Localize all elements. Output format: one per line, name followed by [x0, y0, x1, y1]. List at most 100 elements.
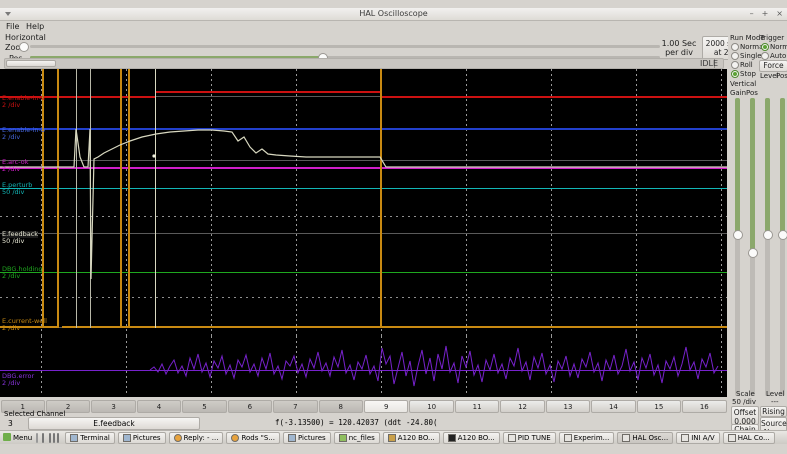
trigger-pos-slider-knob[interactable] — [778, 230, 787, 240]
window-icon — [339, 434, 347, 442]
scope-display-error[interactable]: DBG.error 2 /div — [0, 336, 727, 396]
vertical-gain-label: Gain — [730, 89, 746, 97]
terminal-icon[interactable] — [42, 433, 44, 443]
trigger-pos-slider-fill — [780, 98, 785, 234]
trace-scale-arc-ok: 2 /div — [2, 166, 20, 173]
horizontal-scrollbar[interactable] — [4, 58, 724, 69]
channel-button-bar: 1 2 3 4 5 6 7 8 9 10 11 12 13 14 15 16 — [0, 400, 727, 413]
run-mode-radio-roll[interactable] — [731, 61, 739, 69]
channel-button-6[interactable]: 6 — [228, 400, 272, 413]
horizontal-section-label: Horizontal — [5, 33, 46, 42]
scale-label: Scale — [736, 390, 755, 398]
vertical-pos-label: Pos — [746, 89, 758, 97]
taskbar-window-halosc[interactable]: HAL Osc... — [617, 432, 673, 444]
trigger-radio-auto[interactable] — [761, 52, 769, 60]
force-trigger-button[interactable]: Force — [759, 60, 787, 72]
channel-button-16[interactable]: 16 — [682, 400, 726, 413]
channel-button-9[interactable]: 9 — [364, 400, 408, 413]
channel-button-8[interactable]: 8 — [319, 400, 363, 413]
menu-item-help[interactable]: Help — [26, 22, 44, 31]
taskbar-window-reply[interactable]: Reply: - ... — [169, 432, 224, 444]
channel-button-11[interactable]: 11 — [455, 400, 499, 413]
selected-channel-button[interactable]: E.feedback — [28, 417, 200, 430]
title-bar: HAL Oscilloscope – + × — [0, 8, 787, 21]
trigger-label-normal[interactable]: Normal — [770, 43, 787, 51]
trigger-edge-button[interactable]: Rising — [760, 406, 787, 417]
taskbar-window-experim[interactable]: Experim... — [559, 432, 615, 444]
run-mode-radio-stop[interactable] — [731, 70, 739, 78]
desktop-taskbar: Menu Terminal Pictures Reply: - ... Rods… — [0, 430, 787, 444]
maximize-icon[interactable]: + — [762, 10, 769, 18]
window-icon — [288, 434, 296, 442]
channel-button-4[interactable]: 4 — [137, 400, 181, 413]
close-icon[interactable]: × — [776, 10, 783, 18]
taskbar-window-rods[interactable]: Rods "S... — [226, 432, 280, 444]
menu-launcher-label[interactable]: Menu — [13, 434, 32, 442]
taskbar-window-halco[interactable]: HAL Co... — [723, 432, 775, 444]
taskbar-window-a120-2[interactable]: A120 BO... — [443, 432, 500, 444]
sec-per-div-value: 1.00 Sec — [658, 39, 700, 48]
window-icon — [564, 434, 572, 442]
menu-launcher-icon[interactable] — [3, 433, 11, 443]
window-icon — [448, 434, 456, 442]
taskbar-window-iniav[interactable]: INI A/V — [676, 432, 720, 444]
trace-scale-error: 2 /div — [2, 380, 20, 387]
menu-item-file[interactable]: File — [6, 22, 19, 31]
files-icon[interactable] — [49, 433, 51, 443]
per-div-label: per div — [658, 48, 700, 57]
scrollbar-thumb[interactable] — [6, 60, 56, 67]
vertical-gain-slider-knob[interactable] — [733, 230, 743, 240]
taskbar-window-pidtune[interactable]: PID TUNE — [503, 432, 556, 444]
window-icon — [728, 434, 736, 442]
run-mode-label-single[interactable]: Single — [740, 52, 762, 60]
window-icon — [231, 434, 239, 442]
run-mode-label-stop[interactable]: Stop — [740, 70, 756, 78]
channel-button-13[interactable]: 13 — [546, 400, 590, 413]
offset-button[interactable]: Offset 0.000 — [731, 406, 759, 425]
channel-button-7[interactable]: 7 — [273, 400, 317, 413]
run-mode-radio-single[interactable] — [731, 52, 739, 60]
vertical-pos-slider-fill — [750, 98, 755, 252]
edit-icon[interactable] — [36, 433, 38, 443]
browser-icon[interactable] — [57, 433, 59, 443]
taskbar-window-pictures2[interactable]: Pictures — [283, 432, 331, 444]
taskbar-window-pictures1[interactable]: Pictures — [118, 432, 166, 444]
app-icon[interactable] — [53, 433, 55, 443]
level-label: Level — [766, 390, 784, 398]
trigger-level-slider-knob[interactable] — [763, 230, 773, 240]
zoom-slider-knob[interactable] — [19, 42, 29, 52]
channel-button-15[interactable]: 15 — [637, 400, 681, 413]
window-icon — [174, 434, 182, 442]
trace-error-noise — [0, 336, 727, 396]
vertical-gain-slider-fill — [735, 98, 740, 234]
right-control-panel: Run Mode Trigger Normal Normal Single Au… — [728, 32, 787, 430]
trace-scale-holding: 2 /div — [2, 273, 20, 280]
channel-button-10[interactable]: 10 — [409, 400, 453, 413]
trigger-level-value: --- — [771, 398, 779, 406]
taskbar-window-terminal[interactable]: Terminal — [65, 432, 115, 444]
trace-scale-enable-in-b: 2 /div — [2, 134, 20, 141]
trace-scale-perturb: 50 /div — [2, 189, 24, 196]
window-icon — [388, 434, 396, 442]
minimize-icon[interactable]: – — [750, 10, 754, 18]
window-buttons: – + × — [750, 10, 783, 18]
channel-button-5[interactable]: 5 — [182, 400, 226, 413]
vertical-pos-slider-knob[interactable] — [748, 248, 758, 258]
channel-button-3[interactable]: 3 — [91, 400, 135, 413]
run-mode-radio-normal[interactable] — [731, 43, 739, 51]
window-icon — [508, 434, 516, 442]
taskbar-window-ncfiles[interactable]: nc_files — [334, 432, 380, 444]
taskbar-window-a120-1[interactable]: A120 BO... — [383, 432, 440, 444]
trigger-title: Trigger — [760, 34, 784, 42]
run-mode-label-roll[interactable]: Roll — [740, 61, 753, 69]
selected-channel-number: 3 — [8, 419, 13, 428]
window-title: HAL Oscilloscope — [0, 9, 787, 18]
zoom-slider-track[interactable] — [30, 45, 660, 48]
vertical-title: Vertical — [730, 80, 756, 88]
trigger-label-auto[interactable]: Auto — [770, 52, 786, 60]
channel-button-14[interactable]: 14 — [591, 400, 635, 413]
trigger-radio-normal[interactable] — [761, 43, 769, 51]
trigger-level-slider-fill — [765, 98, 770, 234]
hal-oscilloscope-window: HAL Oscilloscope – + × File Help Horizon… — [0, 0, 787, 443]
channel-button-12[interactable]: 12 — [500, 400, 544, 413]
